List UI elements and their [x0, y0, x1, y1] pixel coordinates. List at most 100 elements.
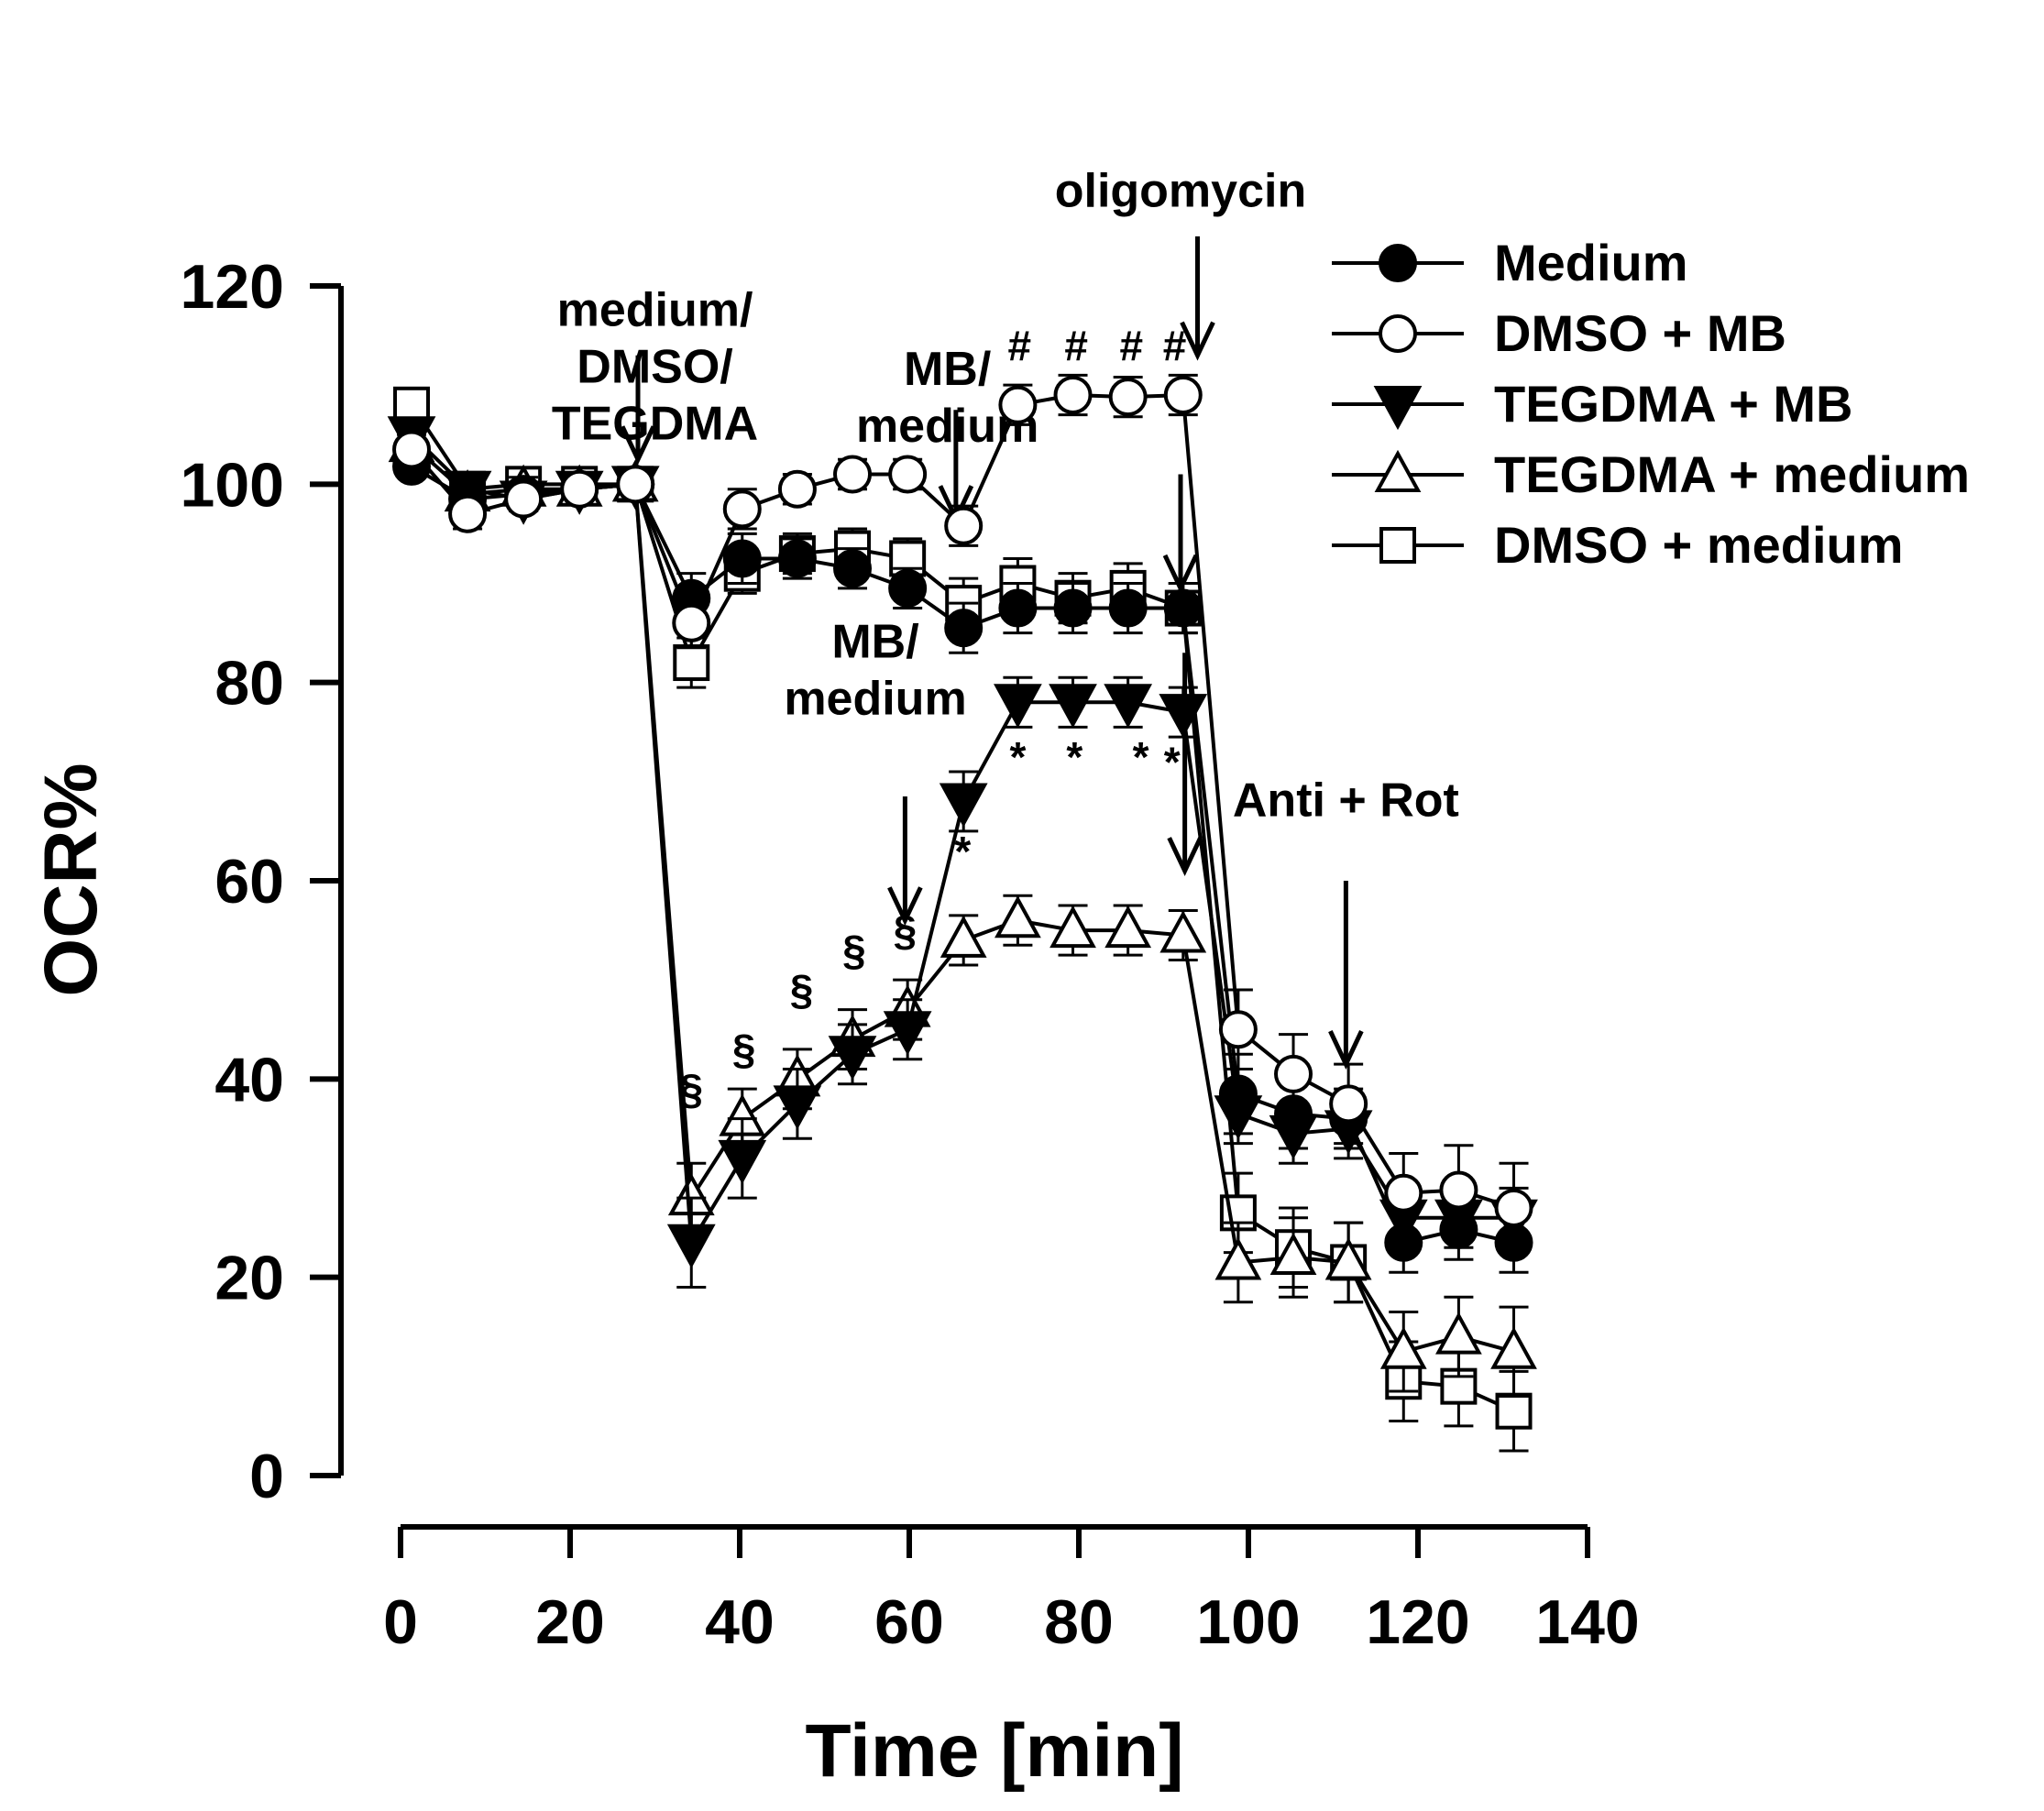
y-tick-label: 60: [214, 847, 284, 916]
data-point: [672, 603, 711, 642]
data-point: [616, 465, 655, 504]
annotation-label: Anti + Rot: [1233, 774, 1459, 828]
significance-mark: #: [1120, 322, 1144, 369]
data-point: [1494, 1188, 1533, 1227]
data-point: [1108, 378, 1148, 417]
x-tick-label: 60: [874, 1587, 944, 1657]
x-tick-label: 140: [1535, 1587, 1639, 1657]
y-tick-label: 120: [181, 252, 284, 322]
data-point: [1159, 910, 1207, 953]
data-point: [718, 1139, 767, 1185]
data-point: [1379, 1326, 1427, 1369]
data-point: [1269, 1232, 1317, 1276]
significance-mark: *: [1164, 738, 1181, 785]
x-tick-label: 80: [1044, 1587, 1114, 1657]
series: [387, 373, 1538, 1453]
significance-mark: *: [1009, 733, 1026, 781]
annotation-arrow: [620, 355, 656, 466]
data-point: [828, 1036, 877, 1081]
legend-entry: TEGDMA + medium: [1332, 445, 1970, 503]
significance-mark: §: [842, 927, 866, 974]
data-point: [998, 588, 1038, 628]
data-point: [888, 455, 928, 494]
y-tick-label: 80: [214, 649, 284, 719]
data-point: [1108, 588, 1148, 628]
data-point: [777, 539, 817, 578]
significance-mark: *: [954, 828, 971, 875]
significance-mark: §: [894, 906, 918, 954]
x-tick-label: 20: [535, 1587, 605, 1657]
x-axis-label: Time [min]: [805, 1709, 1183, 1793]
annotation-label: oligomycin: [1055, 164, 1306, 217]
annotation-arrow: [1167, 653, 1203, 877]
annotation-label: medium/DMSO/TEGDMA: [552, 283, 758, 450]
annotations: medium/DMSO/TEGDMAMB/mediumoligomycinMB/…: [552, 164, 1459, 1113]
legend-label: DMSO + MB: [1494, 304, 1786, 362]
data-point: [939, 783, 988, 828]
legend-marker: [1373, 386, 1423, 431]
data-point: [1163, 375, 1203, 414]
data-point: [1495, 1392, 1533, 1430]
data-point: [1053, 375, 1093, 414]
data-point: [1214, 1237, 1262, 1280]
data-point: [833, 455, 873, 494]
data-point: [722, 539, 762, 578]
significance-mark: *: [1133, 733, 1149, 781]
data-point: [673, 644, 710, 682]
data-point: [666, 1224, 716, 1268]
legend-marker: [1374, 449, 1422, 492]
data-point: [1104, 905, 1152, 949]
data-point: [1218, 1010, 1258, 1049]
data-point: [392, 430, 432, 469]
legend-entry: TEGDMA + MB: [1332, 375, 1852, 433]
annotation-arrow: [1180, 236, 1215, 361]
legend-label: TEGDMA + medium: [1494, 445, 1970, 503]
data-point: [998, 385, 1038, 424]
data-point: [888, 568, 928, 608]
legend-label: DMSO + medium: [1494, 516, 1904, 574]
data-point: [504, 479, 544, 519]
significance-mark: §: [732, 1026, 756, 1073]
legend-marker: [1379, 527, 1416, 564]
data-point: [722, 489, 762, 529]
legend-marker: [1379, 244, 1417, 282]
y-tick-label: 0: [249, 1442, 284, 1511]
x-tick-label: 40: [705, 1587, 775, 1657]
significance-mark: #: [1064, 322, 1088, 369]
data-point: [1163, 588, 1203, 628]
y-tick-label: 20: [214, 1244, 284, 1313]
data-point: [1435, 1312, 1482, 1355]
data-point: [940, 915, 987, 958]
data-point: [1439, 1170, 1478, 1210]
data-point: [994, 684, 1042, 729]
data-point: [560, 469, 599, 509]
series-dmso-mb: [392, 373, 1533, 1255]
data-point: [773, 1085, 822, 1130]
data-point: [1053, 588, 1093, 628]
annotation-arrow: [1328, 881, 1364, 1070]
data-point: [1218, 1074, 1258, 1114]
data-point: [1049, 905, 1096, 949]
legend-entry: DMSO + medium: [1332, 516, 1904, 574]
significance-mark: #: [1163, 322, 1187, 369]
data-point: [1104, 684, 1153, 729]
significance-mark: #: [1007, 322, 1031, 369]
significance-mark: §: [790, 966, 814, 1014]
annotation-arrow: [887, 796, 923, 927]
data-point: [448, 494, 488, 533]
data-point: [1384, 1173, 1423, 1213]
data-point: [1329, 1084, 1368, 1124]
annotation-arrow: [1162, 474, 1199, 594]
x-tick-label: 0: [383, 1587, 418, 1657]
x-tick-label: 100: [1196, 1587, 1300, 1657]
legend-entry: Medium: [1332, 234, 1688, 291]
data-point: [944, 506, 984, 545]
x-tick-label: 120: [1366, 1587, 1469, 1657]
y-tick-label: 100: [181, 450, 284, 520]
data-point: [777, 469, 817, 509]
data-point: [944, 609, 984, 648]
y-tick-label: 40: [214, 1045, 284, 1114]
legend-label: TEGDMA + MB: [1494, 375, 1852, 433]
data-point: [995, 895, 1041, 938]
